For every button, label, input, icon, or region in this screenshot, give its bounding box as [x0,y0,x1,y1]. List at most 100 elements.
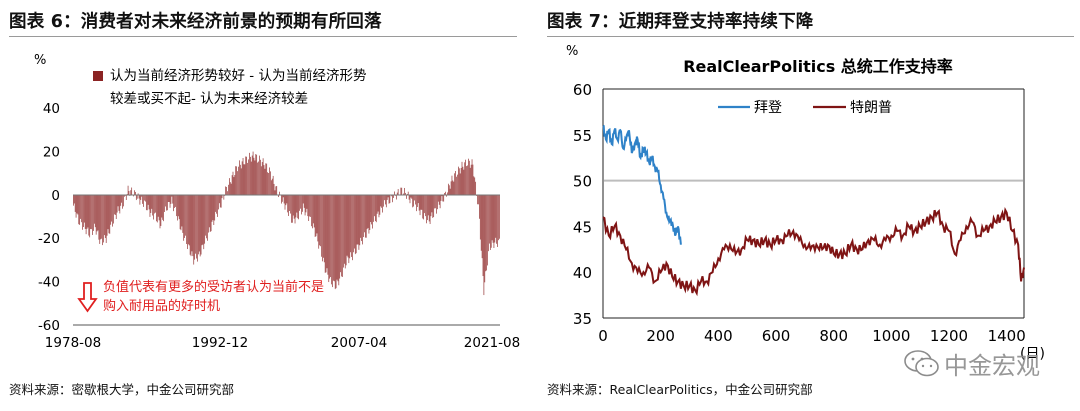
left-bar [351,194,352,257]
left-bar [396,192,398,195]
right-source-note: 资料来源：RealClearPolitics，中金公司研究部 [547,382,813,397]
left-bar [125,194,127,200]
left-bar [356,194,358,245]
left-bar [217,194,218,217]
left-bar [267,172,268,195]
left-bar [432,194,434,218]
left-bar [329,194,331,279]
left-bar [143,194,144,207]
left-bar [159,194,161,229]
left-bar [466,166,467,195]
left-bar [388,194,390,204]
left-bar [278,194,279,198]
left-bar [309,194,310,217]
left-bar [489,194,490,244]
left-bar [216,194,217,214]
left-bar [226,186,227,195]
left-bar [400,187,402,195]
left-bar [262,158,264,195]
left-legend-label-line2: 较差或买不起- 认为未来经济较差 [110,91,308,107]
left-bar [391,194,393,197]
left-bar [303,194,305,208]
left-bar [302,194,303,212]
left-bar [442,194,444,202]
left-bar [336,194,338,280]
left-bar [293,194,295,219]
left-bar [380,194,382,207]
left-bar [175,194,176,207]
left-bar [202,194,204,245]
left-bar [152,194,154,216]
left-bar [261,162,263,195]
left-bar [312,194,313,229]
left-x-tick-label: 2007-04 [331,335,387,351]
left-bar [114,194,116,215]
left-bar [290,194,291,214]
left-bar [215,194,216,212]
left-bar [241,161,243,195]
left-bar [295,194,297,218]
left-bar [270,171,271,195]
left-bar [272,175,274,195]
left-bar [239,164,241,195]
left-bar [478,194,479,205]
left-bar [201,194,203,246]
left-bar [139,194,141,205]
left-bar [95,194,97,235]
right-y-tick-label: 50 [573,173,592,191]
left-bar [97,194,99,231]
left-bar [156,194,157,222]
left-bar [82,194,83,230]
left-bar [210,194,212,232]
left-y-tick-label: -40 [38,275,60,291]
left-bar [365,194,367,238]
left-bar [269,167,270,195]
left-bar [454,173,456,195]
left-bar [264,168,266,195]
left-bar [142,194,143,204]
left-bar [101,194,102,239]
left-bar [311,194,312,227]
left-bar [415,194,416,205]
left-bar [99,194,101,244]
right-x-tick-label: 800 [819,327,848,345]
left-bar [313,194,315,228]
left-bar [484,194,486,283]
left-bar [354,194,356,255]
left-bar [460,167,462,195]
left-bar [98,194,100,240]
left-bar [318,194,320,249]
right-y-tick-label: 40 [573,264,592,282]
left-bar [429,194,431,225]
left-bar [219,194,221,208]
left-bar [253,157,255,195]
left-bar [266,163,268,195]
left-bar [204,194,206,244]
left-bar [381,194,383,208]
left-bar [469,167,471,195]
left-bar [363,194,364,238]
left-bar [375,194,377,223]
left-bar [163,194,164,222]
left-bar [227,191,228,195]
left-bar [170,194,172,204]
left-bar [157,194,159,217]
left-bar [141,194,143,197]
left-annotation-line2: 购入耐用品的好时机 [103,298,220,314]
left-bar [352,194,353,261]
left-bar [473,176,475,195]
left-bar [169,194,171,208]
left-bar [340,194,341,273]
left-bar [110,194,112,225]
left-bar [337,194,339,282]
left-bar [213,194,215,225]
left-bar [189,194,191,255]
right-title-rule [547,36,1074,37]
left-bar [435,194,436,209]
left-bar [74,194,76,212]
left-bar [161,194,163,218]
left-bar [198,194,199,255]
left-bar [464,162,466,195]
biden-legend-label: 拜登 [754,100,782,116]
left-bar [108,194,110,234]
